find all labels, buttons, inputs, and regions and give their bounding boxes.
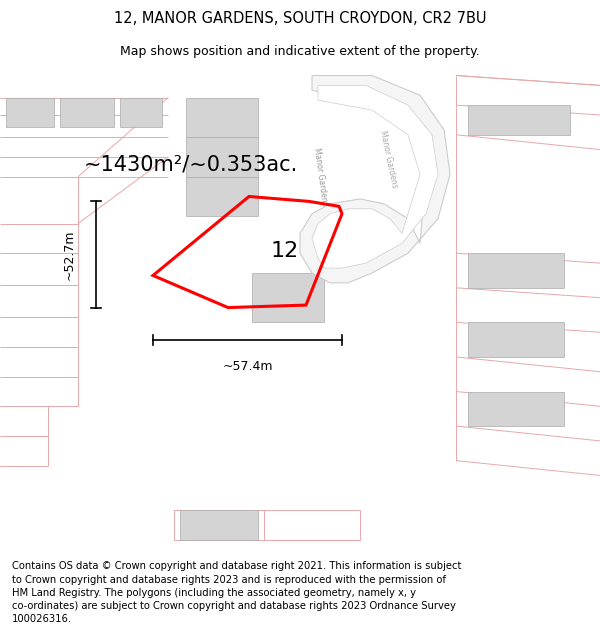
Polygon shape xyxy=(468,391,564,426)
Text: ~57.4m: ~57.4m xyxy=(222,360,273,373)
Polygon shape xyxy=(180,510,258,539)
Text: ~52.7m: ~52.7m xyxy=(62,229,76,280)
Polygon shape xyxy=(468,253,564,288)
Polygon shape xyxy=(120,98,162,128)
Text: ~1430m²/~0.353ac.: ~1430m²/~0.353ac. xyxy=(84,154,298,174)
Text: 12, MANOR GARDENS, SOUTH CROYDON, CR2 7BU: 12, MANOR GARDENS, SOUTH CROYDON, CR2 7B… xyxy=(114,11,486,26)
Polygon shape xyxy=(60,98,114,128)
Polygon shape xyxy=(186,177,258,216)
Text: Contains OS data © Crown copyright and database right 2021. This information is : Contains OS data © Crown copyright and d… xyxy=(12,561,461,624)
Text: Manor Gardens: Manor Gardens xyxy=(379,130,399,189)
Text: 12: 12 xyxy=(271,241,299,261)
Polygon shape xyxy=(186,138,258,177)
Polygon shape xyxy=(300,76,450,283)
Polygon shape xyxy=(312,86,438,268)
Polygon shape xyxy=(468,105,570,135)
Polygon shape xyxy=(468,322,564,357)
Polygon shape xyxy=(186,98,258,138)
Polygon shape xyxy=(6,98,54,128)
Polygon shape xyxy=(252,273,324,322)
Text: Map shows position and indicative extent of the property.: Map shows position and indicative extent… xyxy=(120,45,480,58)
Text: Manor Gardens: Manor Gardens xyxy=(313,147,329,206)
